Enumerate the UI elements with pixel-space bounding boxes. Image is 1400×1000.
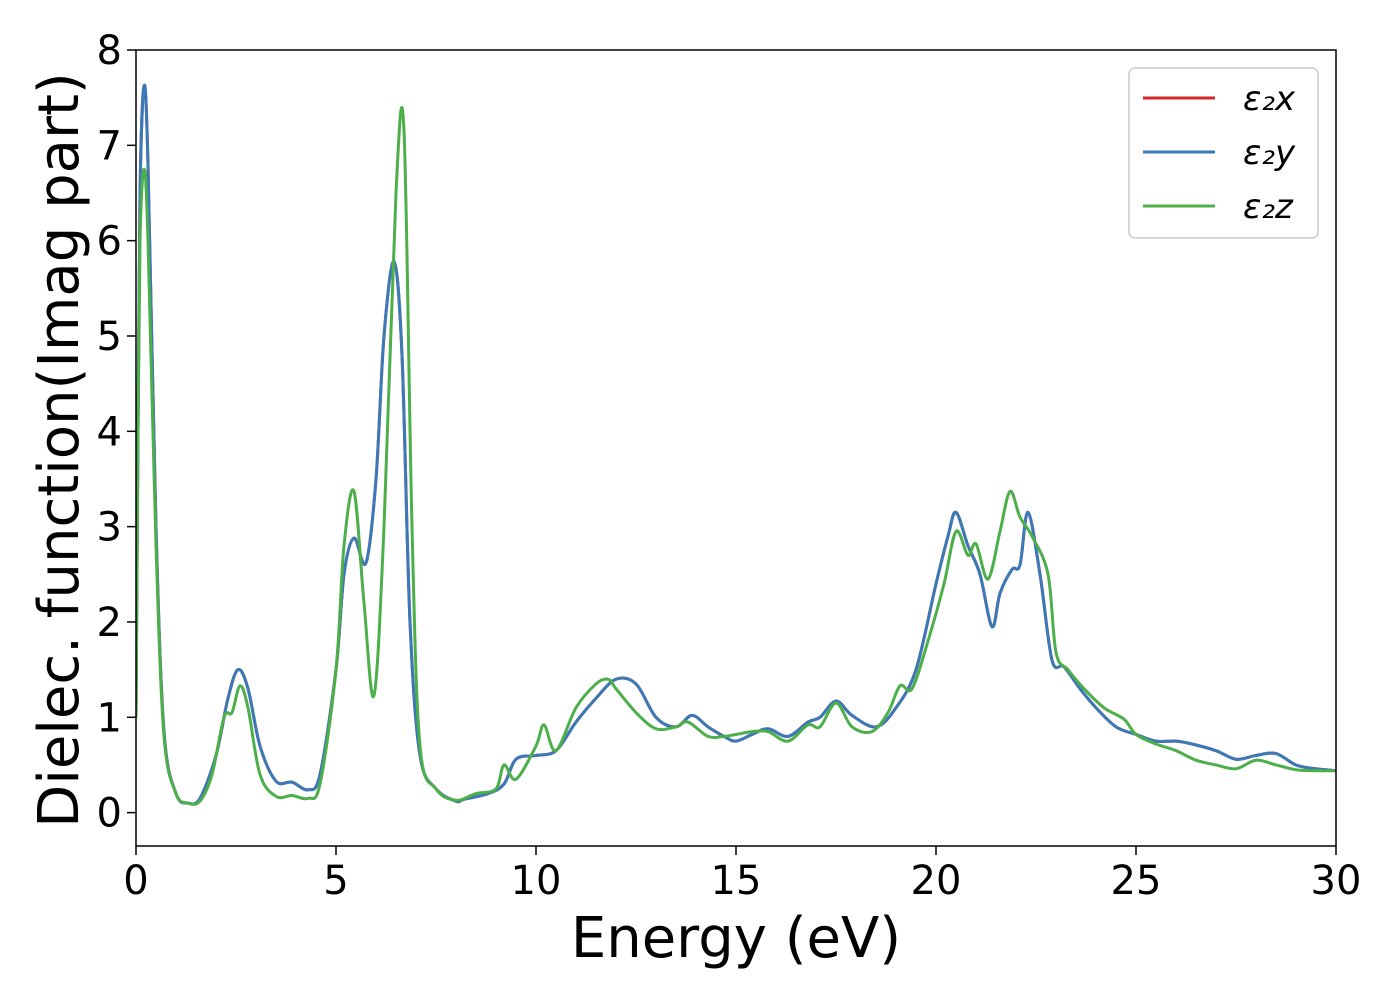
series-line-3 <box>136 105 1336 806</box>
x-tick-label: 25 <box>1111 858 1162 904</box>
legend-label-2: ε₂y <box>1243 133 1296 173</box>
x-tick-label: 15 <box>711 858 762 904</box>
y-tick-label: 7 <box>97 123 122 169</box>
y-tick-label: 1 <box>97 695 122 741</box>
y-tick-label: 4 <box>97 409 122 455</box>
x-axis: 0 5 10 15 20 25 30 <box>123 846 1361 904</box>
y-axis-title: Dielec. function(Imag part) <box>27 72 92 828</box>
y-tick-label: 3 <box>97 505 122 551</box>
y-tick-label: 8 <box>97 28 122 74</box>
y-axis: 0 1 2 3 4 5 6 7 8 <box>97 28 136 837</box>
x-tick-label: 5 <box>323 858 348 904</box>
y-tick-label: 2 <box>97 600 122 646</box>
x-tick-label: 10 <box>511 858 562 904</box>
series-layer <box>136 83 1336 806</box>
legend-label-1: ε₂x <box>1243 79 1296 119</box>
x-axis-title: Energy (eV) <box>571 906 901 971</box>
series-line-2 <box>136 83 1336 806</box>
x-tick-label: 20 <box>911 858 962 904</box>
y-tick-label: 0 <box>97 791 122 837</box>
x-tick-label: 0 <box>123 858 148 904</box>
legend: ε₂x ε₂y ε₂z <box>1128 67 1319 239</box>
y-tick-label: 5 <box>97 314 122 360</box>
legend-label-3: ε₂z <box>1243 187 1294 227</box>
y-tick-label: 6 <box>97 219 122 265</box>
legend-box <box>1128 67 1319 239</box>
x-tick-label: 30 <box>1311 858 1362 904</box>
